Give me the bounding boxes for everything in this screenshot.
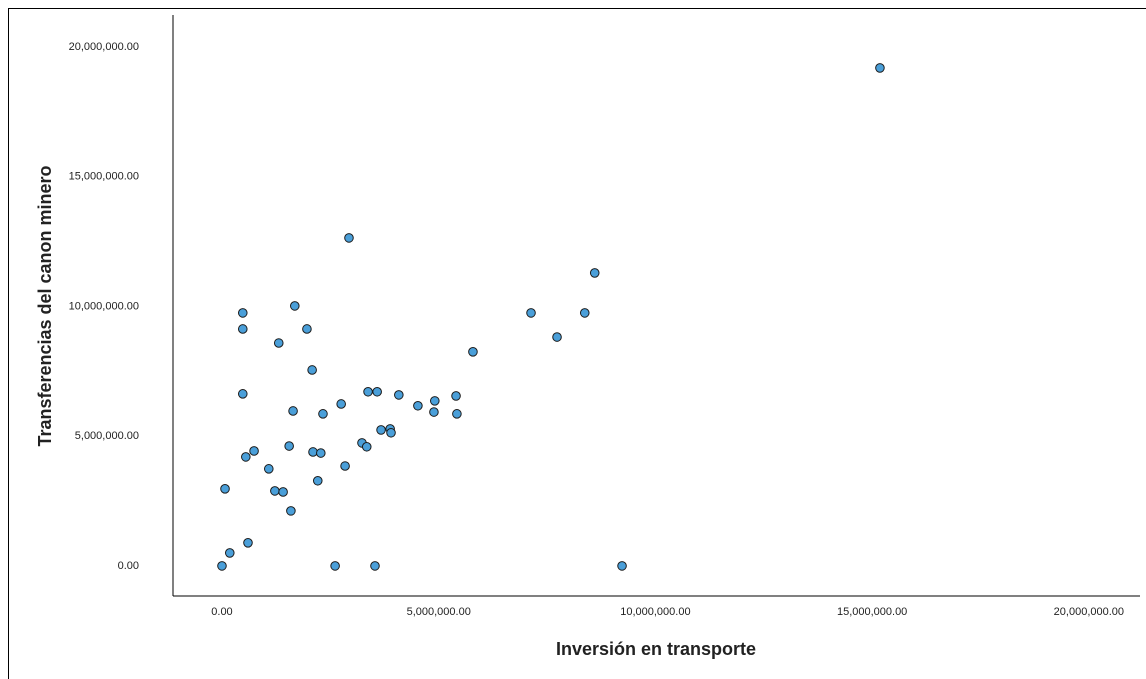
point	[237, 308, 248, 318]
point	[312, 475, 323, 486]
point	[394, 390, 404, 400]
point	[552, 332, 562, 342]
point	[452, 409, 462, 419]
point	[386, 427, 396, 438]
point	[270, 486, 280, 496]
point	[372, 386, 382, 397]
point	[316, 448, 326, 458]
point	[336, 399, 346, 409]
x-tick-label: 0.00	[211, 606, 232, 618]
point	[579, 308, 590, 318]
point	[307, 365, 317, 375]
chart-border	[8, 8, 1146, 679]
point	[468, 347, 478, 357]
point	[220, 484, 230, 494]
point	[224, 548, 235, 558]
point	[413, 400, 423, 411]
point	[217, 561, 227, 571]
point	[370, 561, 380, 571]
x-tick-label: 20,000,000.00	[1054, 606, 1124, 618]
point	[237, 324, 248, 334]
point	[617, 561, 627, 571]
point	[875, 63, 885, 73]
point	[376, 425, 386, 435]
point	[451, 391, 461, 401]
x-tick-label: 5,000,000.00	[407, 606, 471, 618]
point	[429, 396, 440, 406]
point	[288, 406, 298, 416]
y-axis-title: Transferencias del canon minero	[35, 165, 55, 446]
y-tick-label: 5,000,000.00	[75, 430, 139, 442]
point	[249, 446, 259, 456]
point	[286, 506, 296, 516]
point	[241, 452, 251, 462]
point	[243, 538, 253, 548]
x-tick-label: 10,000,000.00	[620, 606, 690, 618]
y-tick-label: 15,000,000.00	[69, 171, 139, 183]
point	[318, 409, 328, 419]
point	[263, 464, 274, 474]
y-tick-label: 20,000,000.00	[69, 41, 139, 53]
x-axis-title: Inversión en transporte	[556, 639, 756, 659]
point	[278, 487, 288, 497]
point	[344, 233, 354, 243]
x-tick-label: 15,000,000.00	[837, 606, 907, 618]
point	[429, 407, 439, 417]
point	[363, 386, 373, 397]
point	[237, 389, 248, 399]
point	[589, 268, 600, 278]
point	[284, 441, 294, 451]
point	[289, 301, 300, 311]
point	[330, 561, 340, 571]
y-tick-label: 0.00	[118, 560, 139, 572]
y-tick-label: 10,000,000.00	[69, 300, 139, 312]
point	[526, 308, 536, 318]
point	[302, 324, 312, 334]
point	[340, 461, 350, 471]
point	[273, 338, 284, 348]
point	[361, 441, 372, 452]
point	[308, 447, 318, 457]
